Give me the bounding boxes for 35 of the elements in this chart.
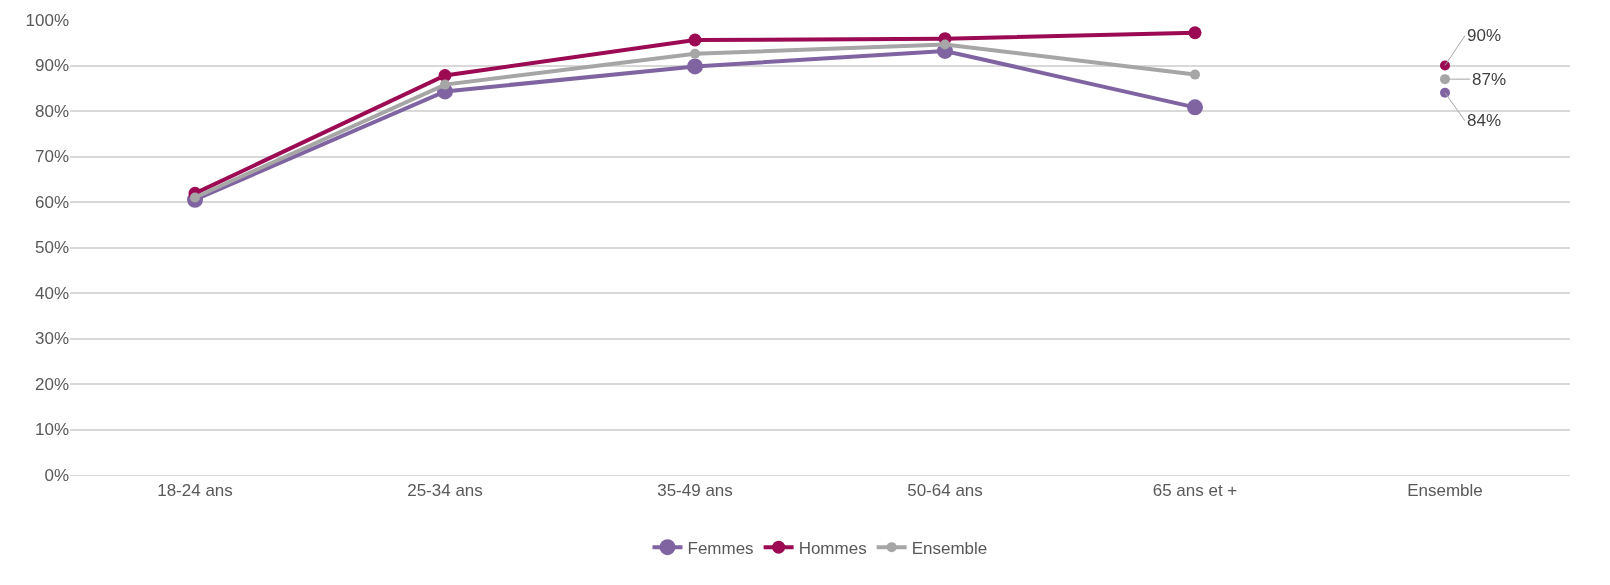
- data-label: 84%: [1467, 111, 1502, 130]
- y-tick-label: 20%: [34, 374, 69, 394]
- point: [690, 48, 700, 59]
- x-tick-label: 35-49 ans: [657, 481, 733, 501]
- point: [1187, 99, 1203, 116]
- point: [940, 39, 950, 50]
- y-tick-label: 70%: [34, 147, 69, 167]
- y-tick-label: 0%: [44, 465, 69, 485]
- x-tick-label: Ensemble: [1407, 481, 1483, 501]
- x-tick-label: 65 ans et +: [1152, 481, 1238, 501]
- x-tick-label: 50-64 ans: [907, 481, 983, 501]
- point: [1440, 74, 1450, 85]
- y-tick-label: 80%: [34, 101, 69, 121]
- legend-label: Femmes: [687, 538, 754, 558]
- x-tick-label: 18-24 ans: [157, 481, 233, 501]
- y-tick-label: 30%: [34, 329, 69, 349]
- point: [688, 33, 702, 47]
- legend-label: Ensemble: [911, 538, 988, 558]
- y-tick-label: 10%: [34, 420, 69, 440]
- point: [1440, 60, 1450, 71]
- point: [1440, 87, 1450, 98]
- point: [687, 58, 703, 75]
- legend-label: Hommes: [798, 538, 867, 558]
- x-tick-label: 25-34 ans: [407, 481, 483, 501]
- point: [438, 69, 452, 82]
- y-tick-label: 40%: [34, 283, 69, 303]
- point: [1188, 26, 1202, 40]
- y-tick-label: 60%: [34, 192, 69, 212]
- data-label: 87%: [1472, 70, 1507, 89]
- point: [440, 79, 450, 90]
- y-tick-label: 50%: [34, 238, 69, 258]
- y-tick-label: 100%: [25, 10, 69, 30]
- y-tick-label: 90%: [34, 56, 69, 76]
- point: [1190, 69, 1200, 80]
- data-label: 90%: [1467, 26, 1502, 45]
